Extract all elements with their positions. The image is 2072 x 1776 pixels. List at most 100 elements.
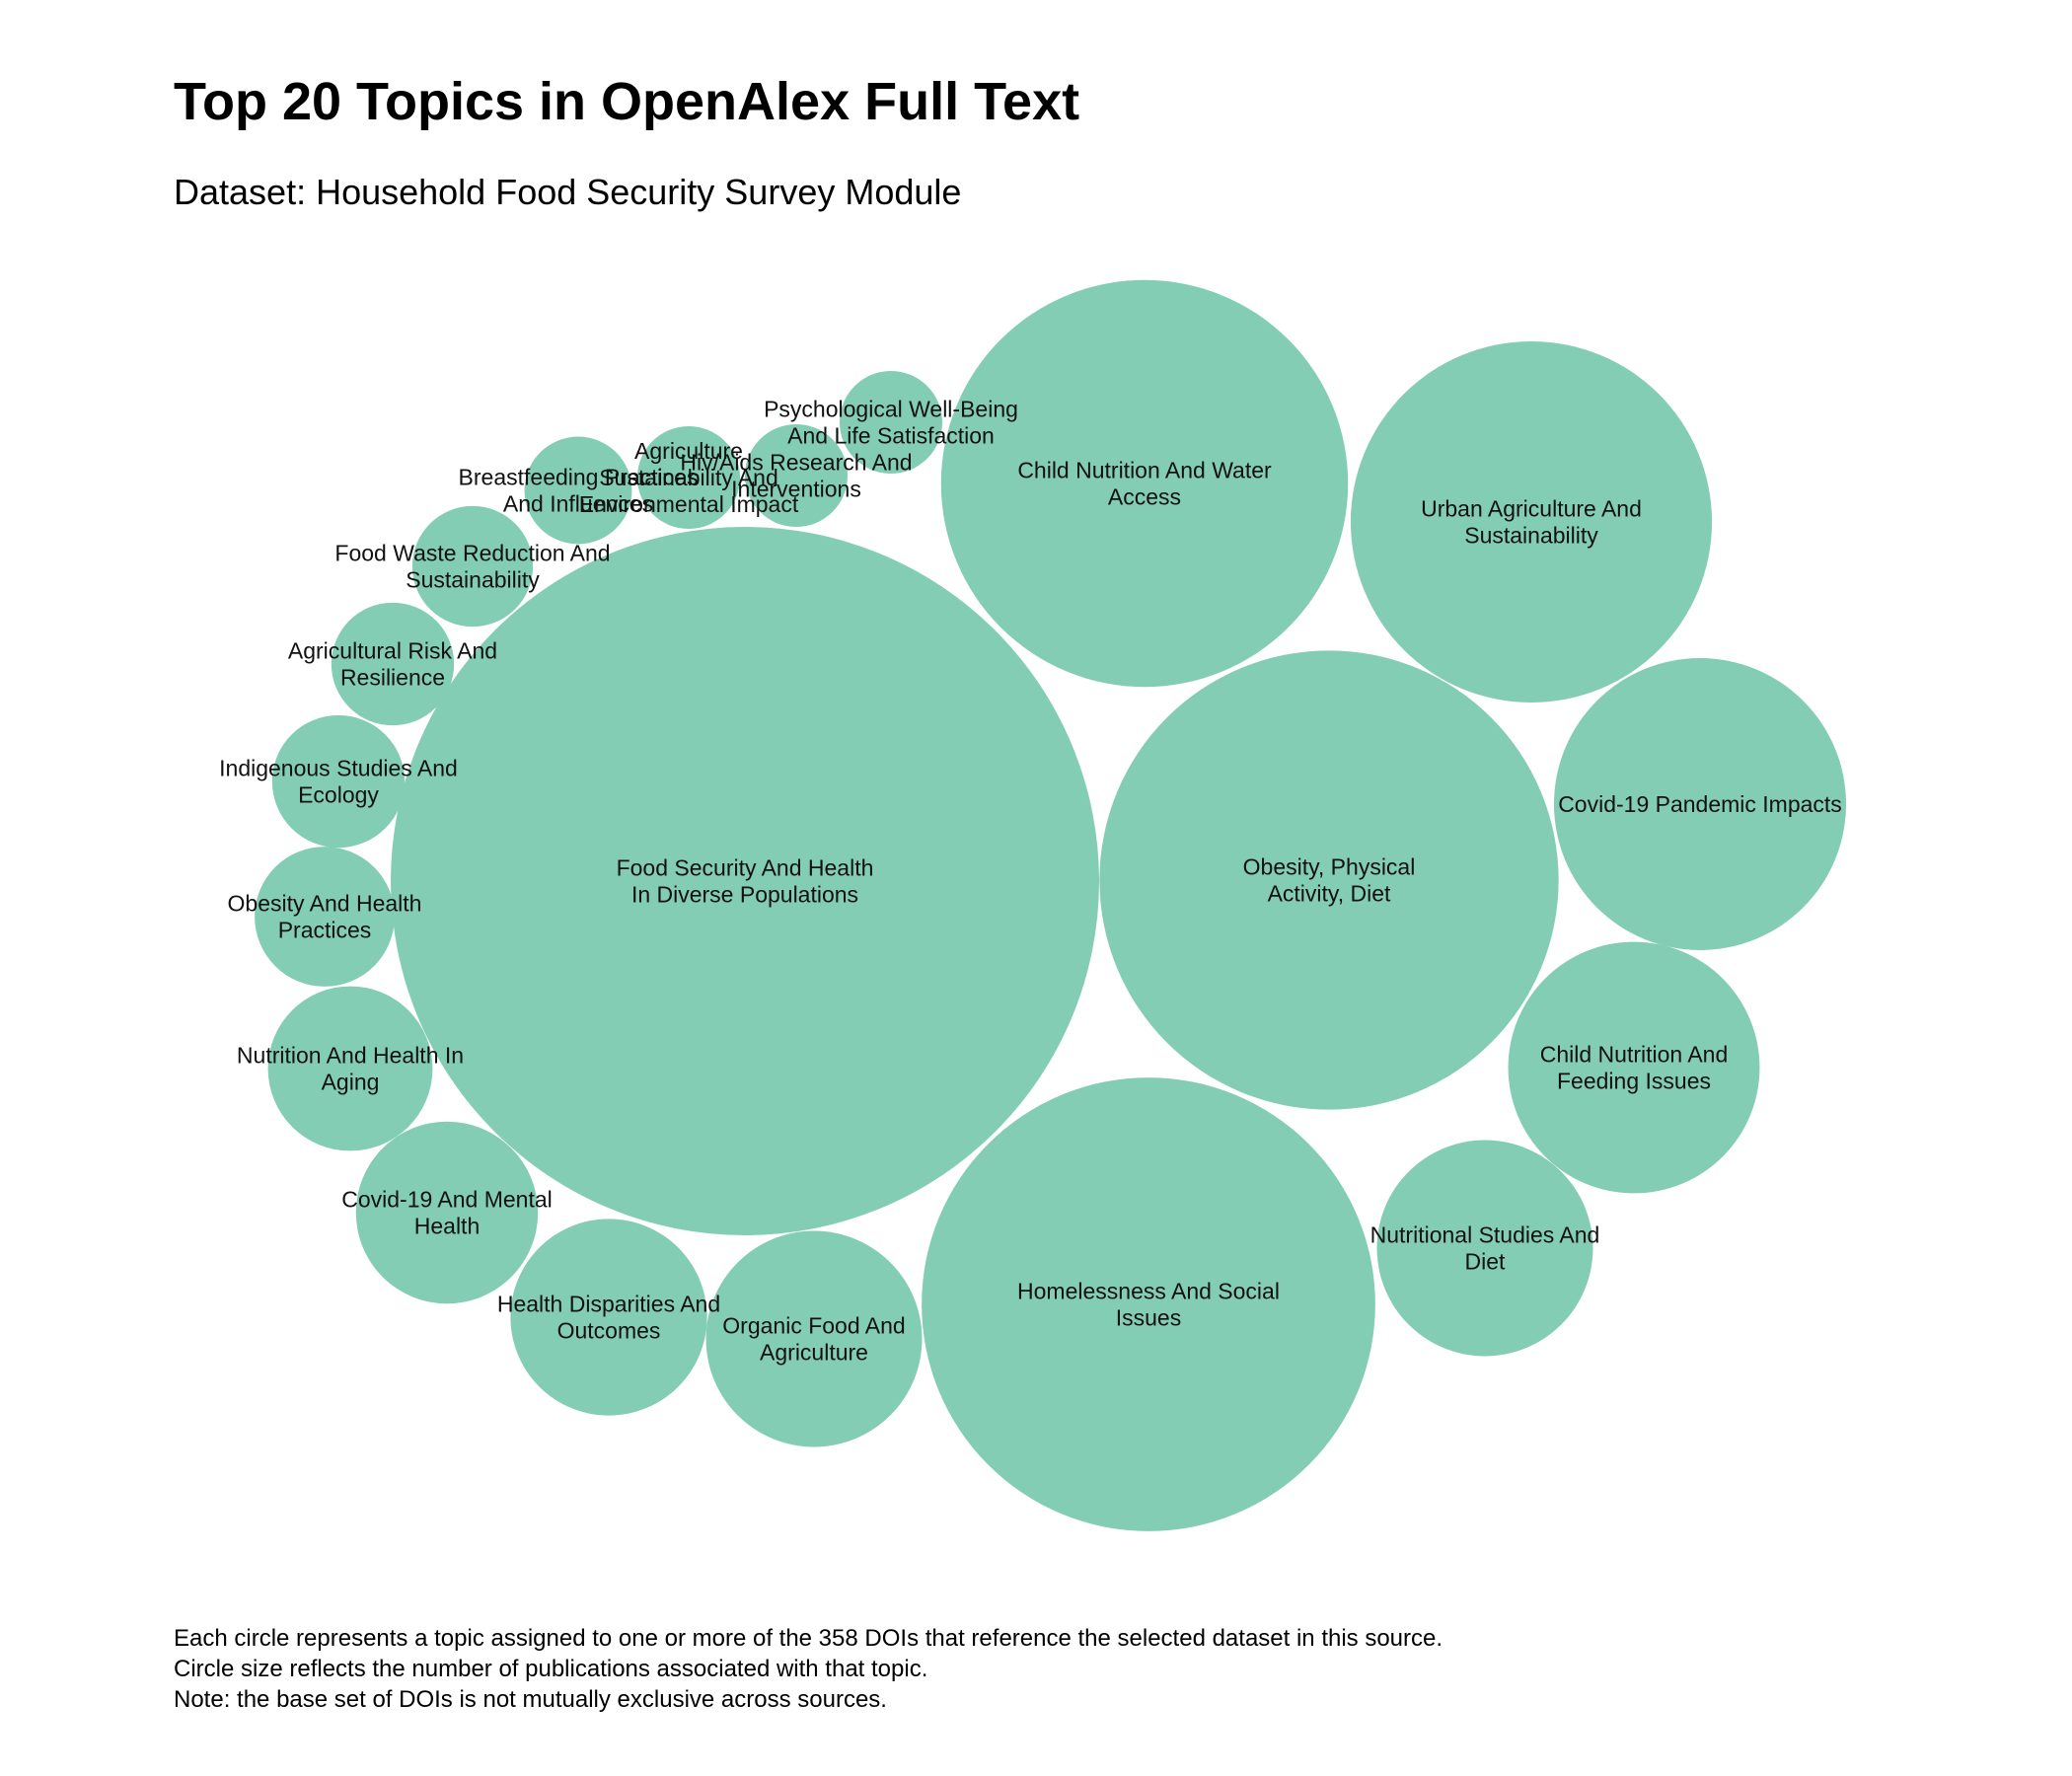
bubble-label-line: Obesity And Health	[228, 891, 422, 917]
bubble-circle	[1376, 1140, 1593, 1357]
bubble-label: Food Security And Health In Diverse Popul…	[617, 855, 874, 908]
bubble-circle	[411, 505, 534, 628]
bubble-label: Nutritional Studies And Diet	[1370, 1222, 1600, 1275]
bubble-circle	[922, 1077, 1375, 1531]
bubble	[1553, 657, 1847, 951]
bubble-label: Obesity, Physical Activity, Diet	[1243, 854, 1416, 907]
note-line: Each circle represents a topic assigned …	[174, 1625, 1443, 1652]
bubble-label-line: Agriculture	[760, 1340, 868, 1366]
bubble	[267, 986, 433, 1151]
chart-notes: Each circle represents a topic assigned …	[174, 1623, 1443, 1715]
bubble-circle	[255, 847, 395, 987]
bubble-label: Agricultural Risk And Resilience	[288, 638, 497, 691]
bubble	[744, 423, 849, 528]
bubble-label-line: Agriculture	[634, 438, 743, 464]
bubble-label-line: Aging	[322, 1070, 380, 1095]
bubble-label: Breastfeeding Practices And Influences	[459, 465, 699, 517]
bubble-label-line: Ecology	[298, 782, 379, 808]
bubble-label-line: Covid-19 And Mental	[341, 1187, 553, 1213]
bubble-label: Child Nutrition And Feeding Issues	[1540, 1042, 1729, 1094]
bubble-label: Child Nutrition And Water Access	[1017, 458, 1272, 510]
bubble	[331, 602, 455, 726]
bubble	[1376, 1140, 1593, 1357]
bubble-circle	[839, 370, 943, 475]
chart-title: Top 20 Topics in OpenAlex Full Text	[174, 72, 1080, 131]
bubble	[391, 527, 1099, 1235]
bubble-label-line: Sustainability	[1464, 523, 1598, 549]
bubble-label-line: Sustainability And	[599, 465, 778, 490]
bubble-circle	[391, 527, 1099, 1235]
bubble	[524, 436, 632, 545]
bubble-label-line: Homelessness And Social	[1017, 1279, 1280, 1304]
bubble	[510, 1219, 707, 1416]
bubble-label-line: Hiv/Aids Research And	[680, 450, 912, 476]
bubble-label: Psychological Well-Being And Life Satisfa…	[764, 397, 1018, 449]
bubble	[705, 1230, 923, 1447]
bubble-circle	[1553, 657, 1847, 951]
bubble-label: Food Waste Reduction And Sustainability	[334, 541, 610, 593]
bubble-label-line: Obesity, Physical	[1243, 854, 1416, 880]
bubble-circle	[267, 986, 433, 1151]
bubble-label-line: Indigenous Studies And	[219, 756, 458, 781]
bubble-label-line: Child Nutrition And	[1540, 1042, 1729, 1068]
bubble-circle	[1099, 650, 1559, 1110]
bubble-label-line: Health Disparities And	[497, 1292, 720, 1317]
bubble-circle	[331, 602, 455, 726]
bubble	[1508, 941, 1760, 1194]
bubble-label-line: And Influences	[503, 491, 653, 517]
bubble-label-line: In Diverse Populations	[631, 882, 858, 908]
bubble-label-line: Nutrition And Health In	[237, 1043, 464, 1069]
bubble	[255, 847, 395, 987]
bubble-label: Organic Food And Agriculture	[722, 1313, 905, 1366]
bubble-label-line: Interventions	[731, 477, 861, 502]
bubble-circle	[1350, 340, 1713, 703]
bubble-label-line: Food Waste Reduction And	[334, 541, 610, 566]
bubble-label-line: Organic Food And	[722, 1313, 905, 1339]
bubble-label: Health Disparities And Outcomes	[497, 1292, 720, 1344]
bubble-label-line: Diet	[1465, 1249, 1507, 1275]
bubble-label-line: Urban Agriculture And	[1421, 496, 1642, 522]
bubble-label: Indigenous Studies And Ecology	[219, 756, 458, 808]
bubble-label-line: Agricultural Risk And	[288, 638, 497, 664]
bubble-label-line: Child Nutrition And Water	[1017, 458, 1272, 483]
bubble-label-line: Resilience	[340, 665, 445, 691]
bubble-label-line: And Life Satisfaction	[787, 423, 995, 449]
note-line: Circle size reflects the number of publi…	[174, 1656, 928, 1682]
bubble-label-line: Psychological Well-Being	[764, 397, 1018, 422]
bubble-label-line: Environmental Impact	[579, 491, 799, 517]
bubble-label-line: Covid-19 Pandemic Impacts	[1558, 791, 1842, 817]
bubble-circle	[510, 1219, 707, 1416]
chart-subtitle: Dataset: Household Food Security Survey …	[174, 172, 962, 212]
bubble-label: Covid-19 And Mental Health	[341, 1187, 553, 1239]
bubble-label-line: Health	[414, 1214, 480, 1239]
bubble-circle	[744, 423, 849, 528]
bubble-circle	[271, 714, 406, 849]
bubble	[355, 1121, 539, 1304]
bubble	[411, 505, 534, 628]
bubble	[271, 714, 406, 849]
bubble-circle	[705, 1230, 923, 1447]
bubble	[1099, 650, 1559, 1110]
bubble-label: Covid-19 Pandemic Impacts	[1558, 791, 1842, 817]
bubble-label-line: Issues	[1116, 1305, 1181, 1331]
bubble-circle	[940, 279, 1349, 688]
bubble	[940, 279, 1349, 688]
bubble	[922, 1077, 1375, 1531]
note-line: Note: the base set of DOIs is not mutual…	[174, 1686, 887, 1713]
bubble-label: Nutrition And Health In Aging	[237, 1043, 464, 1095]
bubble-label-line: Practices	[278, 918, 372, 943]
bubble-label-line: Breastfeeding Practices	[459, 465, 699, 490]
bubble-label-line: Outcomes	[557, 1318, 661, 1344]
bubble	[1350, 340, 1713, 703]
bubble-label-line: Sustainability	[406, 567, 540, 593]
bubble-label-line: Access	[1108, 484, 1181, 510]
bubble-label: Homelessness And Social Issues	[1017, 1279, 1280, 1331]
bubble	[839, 370, 943, 475]
bubble-circle	[524, 436, 632, 545]
bubble-label-line: Food Security And Health	[617, 855, 874, 881]
bubble	[636, 425, 741, 530]
bubble-label: Hiv/Aids Research And Interventions	[680, 450, 912, 502]
bubble-label: Obesity And Health Practices	[228, 891, 422, 943]
bubble-label-line: Feeding Issues	[1557, 1069, 1711, 1094]
